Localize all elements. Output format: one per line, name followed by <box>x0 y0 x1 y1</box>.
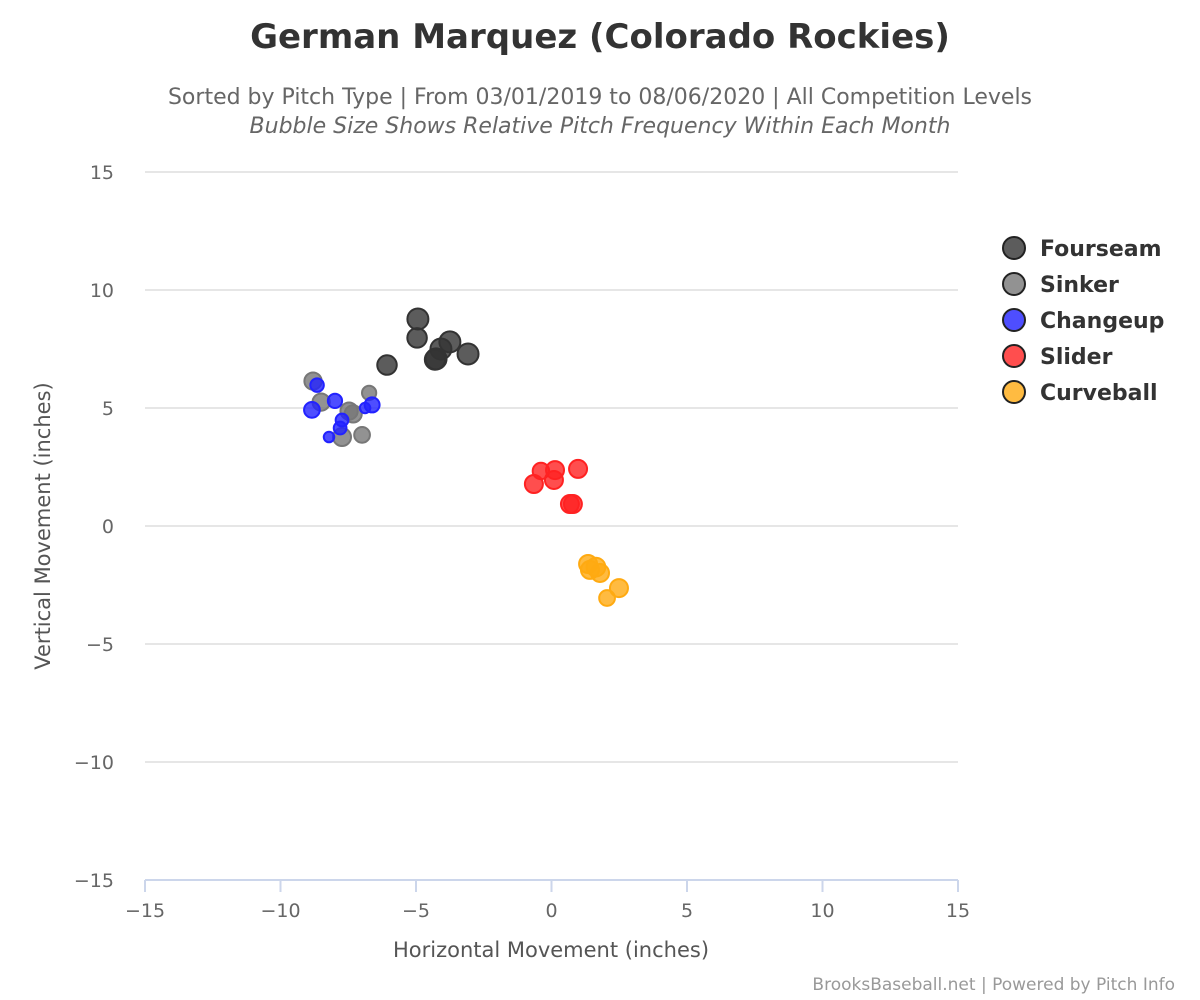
legend-item-slider[interactable]: Slider <box>1002 344 1113 370</box>
x-tick-label: 15 <box>946 900 970 922</box>
point-changeup[interactable] <box>322 430 336 444</box>
chart-subtitle: Sorted by Pitch Type | From 03/01/2019 t… <box>168 85 1032 110</box>
point-changeup[interactable] <box>358 401 372 415</box>
point-slider[interactable] <box>562 494 583 515</box>
point-fourseam[interactable] <box>406 307 430 331</box>
y-tick-label: −10 <box>74 752 114 774</box>
point-curveball[interactable] <box>590 562 611 583</box>
point-slider[interactable] <box>523 473 544 494</box>
legend-marker <box>1002 236 1026 260</box>
point-changeup[interactable] <box>326 392 344 410</box>
legend-item-sinker[interactable]: Sinker <box>1002 272 1119 298</box>
legend-label: Fourseam <box>1040 237 1162 262</box>
point-fourseam[interactable] <box>423 348 447 371</box>
legend-item-curveball[interactable]: Curveball <box>1002 380 1158 406</box>
legend-marker <box>1002 344 1026 368</box>
legend-label: Slider <box>1040 345 1113 370</box>
x-tick-label: −10 <box>260 900 300 922</box>
y-tick-label: 5 <box>102 398 114 420</box>
y-tick-label: −5 <box>86 634 114 656</box>
x-tick-label: 0 <box>545 900 557 922</box>
legend-item-changeup[interactable]: Changeup <box>1002 308 1164 334</box>
point-fourseam[interactable] <box>456 342 480 366</box>
point-fourseam[interactable] <box>406 327 428 349</box>
y-tick-label: 10 <box>90 280 114 302</box>
legend-item-fourseam[interactable]: Fourseam <box>1002 236 1162 262</box>
x-axis-label: Horizontal Movement (inches) <box>393 938 709 962</box>
legend-marker <box>1002 308 1026 332</box>
legend-marker <box>1002 272 1026 296</box>
credits[interactable]: BrooksBaseball.net | Powered by Pitch In… <box>812 975 1175 995</box>
legend-label: Sinker <box>1040 273 1119 298</box>
point-slider[interactable] <box>568 458 589 479</box>
point-sinker[interactable] <box>353 426 371 444</box>
legend-marker <box>1002 380 1026 404</box>
point-curveball[interactable] <box>608 578 629 599</box>
x-tick-label: 5 <box>681 900 693 922</box>
point-changeup[interactable] <box>303 401 321 419</box>
legend-label: Changeup <box>1040 309 1164 334</box>
legend-label: Curveball <box>1040 381 1158 406</box>
x-tick-label: −15 <box>125 900 165 922</box>
y-tick-label: 15 <box>90 162 114 184</box>
chart-title: German Marquez (Colorado Rockies) <box>250 17 950 57</box>
x-tick-label: 10 <box>810 900 834 922</box>
point-fourseam[interactable] <box>376 354 398 376</box>
chart-subtitle-2: Bubble Size Shows Relative Pitch Frequen… <box>250 114 951 139</box>
y-axis-label: Vertical Movement (inches) <box>31 382 55 669</box>
y-tick-label: 0 <box>102 516 114 538</box>
point-curveball[interactable] <box>598 589 616 607</box>
point-changeup[interactable] <box>309 377 325 393</box>
point-changeup[interactable] <box>332 420 348 436</box>
x-tick-label: −5 <box>402 900 430 922</box>
y-tick-label: −15 <box>74 870 114 892</box>
point-slider[interactable] <box>543 469 564 490</box>
